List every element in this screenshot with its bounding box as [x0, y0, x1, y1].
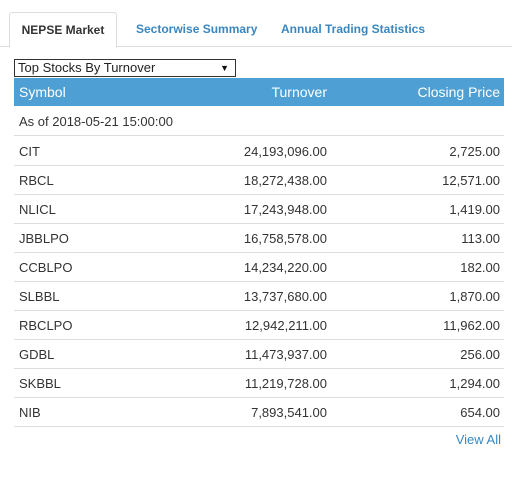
- symbol-cell: NLICL: [19, 202, 56, 217]
- closing-price-cell: 654.00: [460, 405, 500, 420]
- turnover-cell: 14,234,220.00: [243, 260, 327, 275]
- turnover-cell: 11,473,937.00: [244, 347, 327, 362]
- symbol-cell: SLBBL: [19, 289, 60, 304]
- closing-price-cell: 256.00: [460, 347, 500, 362]
- table-row: NIB 7,893,541.00 654.00: [14, 398, 504, 427]
- turnover-cell: 18,272,438.00: [243, 173, 327, 188]
- tab-nepse-market[interactable]: NEPSE Market: [9, 12, 117, 48]
- symbol-cell: CIT: [19, 144, 40, 159]
- closing-price-cell: 182.00: [460, 260, 500, 275]
- symbol-cell: JBBLPO: [19, 231, 69, 246]
- turnover-cell: 11,219,728.00: [244, 376, 327, 391]
- turnover-cell: 7,893,541.00: [251, 405, 327, 420]
- turnover-cell: 13,737,680.00: [243, 289, 327, 304]
- table-row: SKBBL 11,219,728.00 1,294.00: [14, 369, 504, 398]
- symbol-cell: RBCLPO: [19, 318, 73, 333]
- table-row: CIT 24,193,096.00 2,725.00: [14, 137, 504, 166]
- stocks-filter-selected-value: Top Stocks By Turnover: [18, 60, 156, 75]
- symbol-cell: NIB: [19, 405, 41, 420]
- closing-price-cell: 113.00: [461, 231, 500, 246]
- symbol-cell: GDBL: [19, 347, 55, 362]
- view-all-link[interactable]: View All: [455, 432, 501, 447]
- market-tabs: NEPSE Market Sectorwise Summary Annual T…: [0, 12, 512, 48]
- header-turnover: Turnover: [271, 84, 327, 100]
- closing-price-cell: 1,294.00: [449, 376, 500, 391]
- as-of-timestamp: As of 2018-05-21 15:00:00: [14, 108, 504, 136]
- symbol-cell: SKBBL: [19, 376, 61, 391]
- turnover-cell: 17,243,948.00: [243, 202, 327, 217]
- table-row: SLBBL 13,737,680.00 1,870.00: [14, 282, 504, 311]
- turnover-cell: 16,758,578.00: [243, 231, 327, 246]
- closing-price-cell: 2,725.00: [449, 144, 500, 159]
- closing-price-cell: 1,870.00: [449, 289, 500, 304]
- table-row: RBCL 18,272,438.00 12,571.00: [14, 166, 504, 195]
- stock-rows: CIT 24,193,096.00 2,725.00 RBCL 18,272,438.0…: [14, 137, 504, 427]
- symbol-cell: CCBLPO: [19, 260, 73, 275]
- table-row: NLICL 17,243,948.00 1,419.00: [14, 195, 504, 224]
- table-row: RBCLPO 12,942,211.00 11,962.00: [14, 311, 504, 340]
- closing-price-cell: 11,962.00: [443, 318, 500, 333]
- turnover-cell: 24,193,096.00: [243, 144, 327, 159]
- table-row: JBBLPO 16,758,578.00 113.00: [14, 224, 504, 253]
- header-symbol: Symbol: [19, 84, 66, 100]
- closing-price-cell: 12,571.00: [442, 173, 500, 188]
- tab-annual-trading-statistics[interactable]: Annual Trading Statistics: [281, 22, 426, 36]
- caret-down-icon: ▼: [220, 63, 229, 73]
- closing-price-cell: 1,419.00: [449, 202, 500, 217]
- symbol-cell: RBCL: [19, 173, 54, 188]
- table-header: Symbol Turnover Closing Price: [14, 78, 504, 106]
- stocks-filter-select[interactable]: Top Stocks By Turnover ▼: [14, 59, 236, 77]
- turnover-cell: 12,942,211.00: [244, 318, 327, 333]
- header-closing-price: Closing Price: [417, 84, 500, 100]
- table-row: GDBL 11,473,937.00 256.00: [14, 340, 504, 369]
- table-row: CCBLPO 14,234,220.00 182.00: [14, 253, 504, 282]
- tab-sectorwise-summary[interactable]: Sectorwise Summary: [136, 22, 258, 36]
